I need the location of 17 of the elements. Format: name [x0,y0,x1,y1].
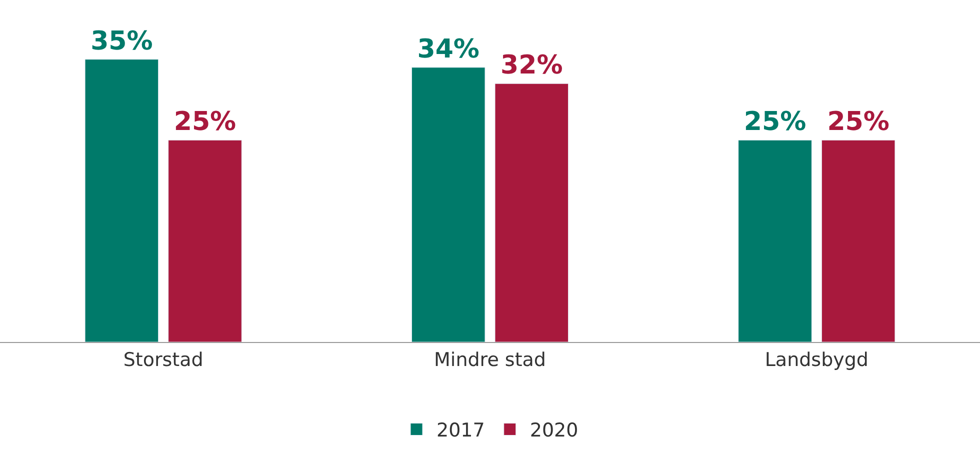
bar [84,59,159,342]
bar [494,83,569,342]
data-label: 25% [827,107,890,138]
data-label: 25% [174,107,236,138]
data-label: 34% [417,34,480,64]
data-label: 32% [500,50,563,81]
legend-label: 2017 [436,420,485,442]
data-label: 25% [744,107,806,138]
data-label: 35% [90,26,153,56]
bar [821,140,896,342]
bar [738,140,812,342]
x-tick-label: Storstad [123,348,204,371]
bar [168,140,242,342]
legend-label: 2020 [530,420,578,442]
x-tick-label: Mindre stad [434,348,546,371]
x-tick-label: Landsbygd [764,348,868,371]
bar [411,67,486,342]
